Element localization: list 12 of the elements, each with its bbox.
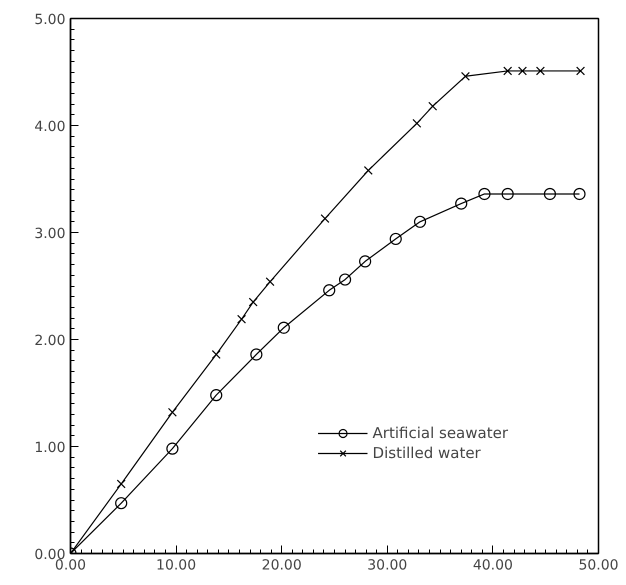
x-tick-label: 40.00 bbox=[472, 558, 513, 574]
legend-label: Artificial seawater bbox=[372, 424, 508, 442]
y-tick-label: 3.00 bbox=[34, 226, 66, 242]
x-tick-label: 10.00 bbox=[156, 558, 196, 574]
y-tick-label: 1.00 bbox=[34, 440, 66, 456]
y-tick-label: 2.00 bbox=[34, 333, 66, 349]
x-tick-label: 50.00 bbox=[578, 558, 619, 574]
x-tick-label: 20.00 bbox=[262, 558, 302, 574]
y-tick-label: 5.00 bbox=[34, 12, 66, 28]
y-tick-label: 4.00 bbox=[34, 119, 66, 135]
legend-label: Distilled water bbox=[372, 444, 481, 462]
x-tick-label: 30.00 bbox=[367, 558, 408, 574]
